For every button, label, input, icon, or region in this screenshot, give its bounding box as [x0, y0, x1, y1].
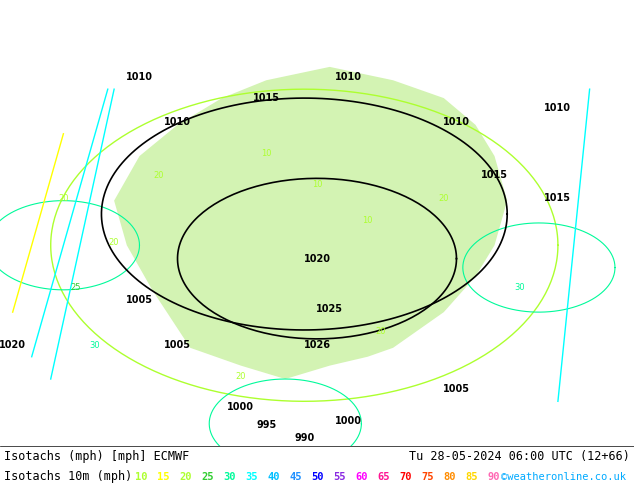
- Text: 10: 10: [363, 216, 373, 225]
- Text: 20: 20: [375, 327, 385, 337]
- Text: 90: 90: [487, 472, 500, 482]
- Text: 1010: 1010: [545, 103, 571, 114]
- Text: 1010: 1010: [126, 72, 153, 82]
- Text: 30: 30: [90, 341, 100, 350]
- Text: 30: 30: [223, 472, 235, 482]
- Text: 25: 25: [201, 472, 214, 482]
- Text: 25: 25: [71, 283, 81, 292]
- Text: 1010: 1010: [443, 117, 470, 127]
- Text: 1000: 1000: [335, 416, 362, 426]
- Text: 20: 20: [109, 238, 119, 247]
- Text: 1015: 1015: [253, 93, 280, 103]
- Text: 70: 70: [399, 472, 411, 482]
- Text: 10: 10: [312, 180, 322, 189]
- Text: 20: 20: [58, 194, 68, 203]
- Text: 1015: 1015: [481, 171, 508, 180]
- Text: 1010: 1010: [164, 117, 191, 127]
- Text: 1010: 1010: [335, 72, 362, 82]
- Text: 60: 60: [355, 472, 368, 482]
- Text: 990: 990: [294, 434, 314, 443]
- Text: 75: 75: [421, 472, 434, 482]
- Text: 10: 10: [135, 472, 148, 482]
- Text: 80: 80: [443, 472, 455, 482]
- Text: 1005: 1005: [164, 340, 191, 350]
- Text: 20: 20: [179, 472, 191, 482]
- Text: 50: 50: [311, 472, 323, 482]
- Text: 995: 995: [256, 420, 276, 430]
- Text: Isotachs 10m (mph): Isotachs 10m (mph): [4, 470, 133, 484]
- Text: 40: 40: [267, 472, 280, 482]
- Text: Isotachs (mph) [mph] ECMWF: Isotachs (mph) [mph] ECMWF: [4, 450, 190, 464]
- Text: 20: 20: [153, 172, 164, 180]
- Text: ©weatheronline.co.uk: ©weatheronline.co.uk: [501, 472, 626, 482]
- Text: 30: 30: [515, 283, 525, 292]
- Text: 35: 35: [245, 472, 257, 482]
- Text: 15: 15: [157, 472, 169, 482]
- Text: 1025: 1025: [316, 304, 343, 314]
- Text: 65: 65: [377, 472, 389, 482]
- Text: 1000: 1000: [228, 402, 254, 412]
- Text: 10: 10: [261, 149, 271, 158]
- Text: 20: 20: [439, 194, 449, 203]
- Text: 55: 55: [333, 472, 346, 482]
- Text: 1020: 1020: [304, 254, 330, 264]
- Text: 1020: 1020: [0, 340, 26, 350]
- Text: 20: 20: [236, 372, 246, 381]
- Text: 1026: 1026: [304, 340, 330, 350]
- Text: 1005: 1005: [126, 295, 153, 305]
- Text: Tu 28-05-2024 06:00 UTC (12+66): Tu 28-05-2024 06:00 UTC (12+66): [409, 450, 630, 464]
- Text: 45: 45: [289, 472, 302, 482]
- Text: 1015: 1015: [545, 193, 571, 203]
- Text: 85: 85: [465, 472, 477, 482]
- Text: 1005: 1005: [443, 384, 470, 394]
- Polygon shape: [114, 67, 507, 379]
